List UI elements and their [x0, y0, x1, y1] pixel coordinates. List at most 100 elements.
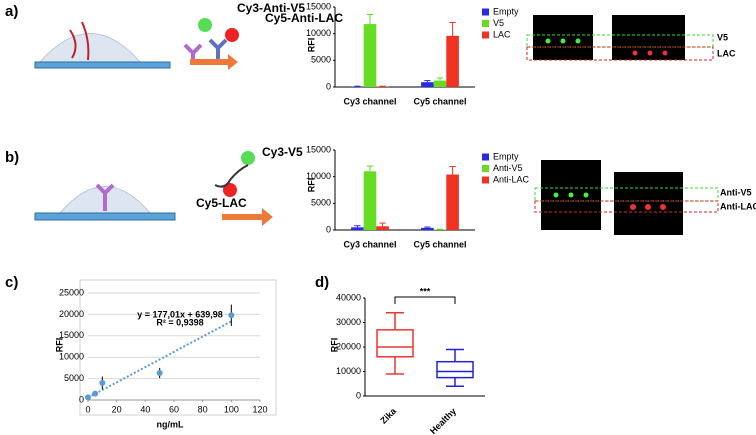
image [533, 15, 593, 60]
spot [553, 192, 559, 198]
y-tick-label: 0 [326, 224, 331, 234]
spot [568, 192, 574, 198]
y-tick-label: 10000 [59, 352, 84, 362]
x-tick-label: 20 [112, 404, 122, 414]
y-tick-label: 25000 [59, 287, 84, 297]
spot [647, 50, 653, 56]
spot-label: Anti-LAC [720, 201, 756, 211]
illustration-a [34, 18, 239, 70]
panel-label: b) [5, 149, 19, 166]
x-tick-label: 60 [169, 404, 179, 414]
substrate [34, 61, 171, 69]
bar [446, 35, 459, 87]
box [436, 360, 474, 379]
panel-label: d) [315, 274, 329, 291]
fluorophore [223, 183, 237, 197]
bar [363, 171, 377, 230]
y-tick-label: 10000 [306, 171, 331, 181]
spot-image-a [526, 15, 714, 61]
legend-swatch [482, 31, 489, 39]
x-tick-label: 100 [224, 404, 239, 414]
substrate [34, 212, 176, 221]
annotation: y = 177,01x + 639,98 [137, 309, 223, 319]
point [228, 312, 235, 319]
reagent-label: Cy3-Anti-V5 [237, 1, 305, 15]
y-tick-label: 15000 [59, 330, 84, 340]
x-tick-label: 40 [140, 404, 150, 414]
y-tick-label: 5000 [311, 198, 331, 208]
bar [363, 24, 377, 87]
legend-label: Anti-V5 [493, 163, 523, 173]
antibody [208, 38, 228, 60]
spot-label: Anti-V5 [720, 187, 752, 197]
legend-label: V5 [493, 18, 504, 28]
x-tick-label: 120 [252, 404, 267, 414]
panel-label: c) [5, 274, 18, 291]
x-tick-label: Zika [378, 405, 399, 426]
x-tick-label: Healthy [428, 406, 458, 435]
antibody [95, 183, 115, 211]
significance-bracket [394, 296, 456, 304]
y-tick-label: 10000 [336, 366, 361, 376]
y-axis-label: RFI [329, 338, 339, 353]
y-tick-label: 15000 [306, 1, 331, 11]
y-tick-label: 20000 [336, 341, 361, 351]
roi-box [526, 46, 714, 61]
image [614, 172, 683, 235]
x-axis-label: ng/mL [157, 419, 184, 429]
roi-box [534, 200, 719, 213]
y-axis-label: RFI [306, 178, 316, 193]
reagent-label: Cy5-Anti-LAC [265, 11, 343, 25]
legend-label: Empty [493, 151, 519, 161]
y-tick-label: 0 [326, 81, 331, 91]
x-tick-label: Cy5 channel [413, 96, 466, 106]
bar [421, 227, 434, 230]
legend-swatch [482, 176, 489, 184]
spot [630, 204, 636, 210]
antigen [69, 21, 90, 61]
legend-label: LAC [493, 29, 511, 39]
x-tick-label: Cy3 channel [343, 96, 396, 106]
trend-line [87, 320, 232, 399]
x-tick-label: Cy5 channel [413, 239, 466, 249]
spot [575, 38, 581, 44]
spot [545, 38, 551, 44]
bar [421, 82, 434, 87]
point [92, 390, 99, 397]
bar [376, 86, 389, 87]
point [156, 370, 163, 377]
y-axis-label: RFI [306, 38, 316, 53]
x-tick-label: 80 [198, 404, 208, 414]
y-tick-label: 15000 [306, 144, 331, 154]
spot-label: LAC [717, 48, 736, 58]
y-tick-label: 0 [356, 390, 361, 400]
bar [433, 229, 447, 230]
x-tick-label: 0 [85, 404, 90, 414]
annotation: R² = 0,9398 [156, 317, 203, 327]
bar [351, 227, 364, 230]
panel-label: a) [5, 3, 18, 20]
y-tick-label: 5000 [64, 373, 84, 383]
legend-label: Empty [493, 6, 519, 16]
point [99, 379, 106, 386]
spot [662, 50, 668, 56]
arrow [190, 54, 238, 70]
reagent-label: Cy3-V5 [262, 145, 303, 159]
spot [560, 38, 566, 44]
bar [433, 80, 447, 87]
significance-label: *** [420, 286, 431, 296]
y-tick-label: 40000 [336, 292, 361, 302]
fluorophore [198, 18, 212, 32]
legend-swatch [482, 8, 489, 16]
x-tick-label: Cy3 channel [343, 239, 396, 249]
bar [351, 86, 364, 87]
fluorophore [241, 151, 255, 165]
y-axis-label: RFI [54, 338, 64, 353]
fluorophore [225, 28, 239, 42]
point [85, 394, 91, 401]
illustration-b [34, 151, 273, 226]
y-tick-label: 5000 [311, 55, 331, 65]
spot-image-b [534, 160, 719, 235]
spot [660, 204, 666, 210]
